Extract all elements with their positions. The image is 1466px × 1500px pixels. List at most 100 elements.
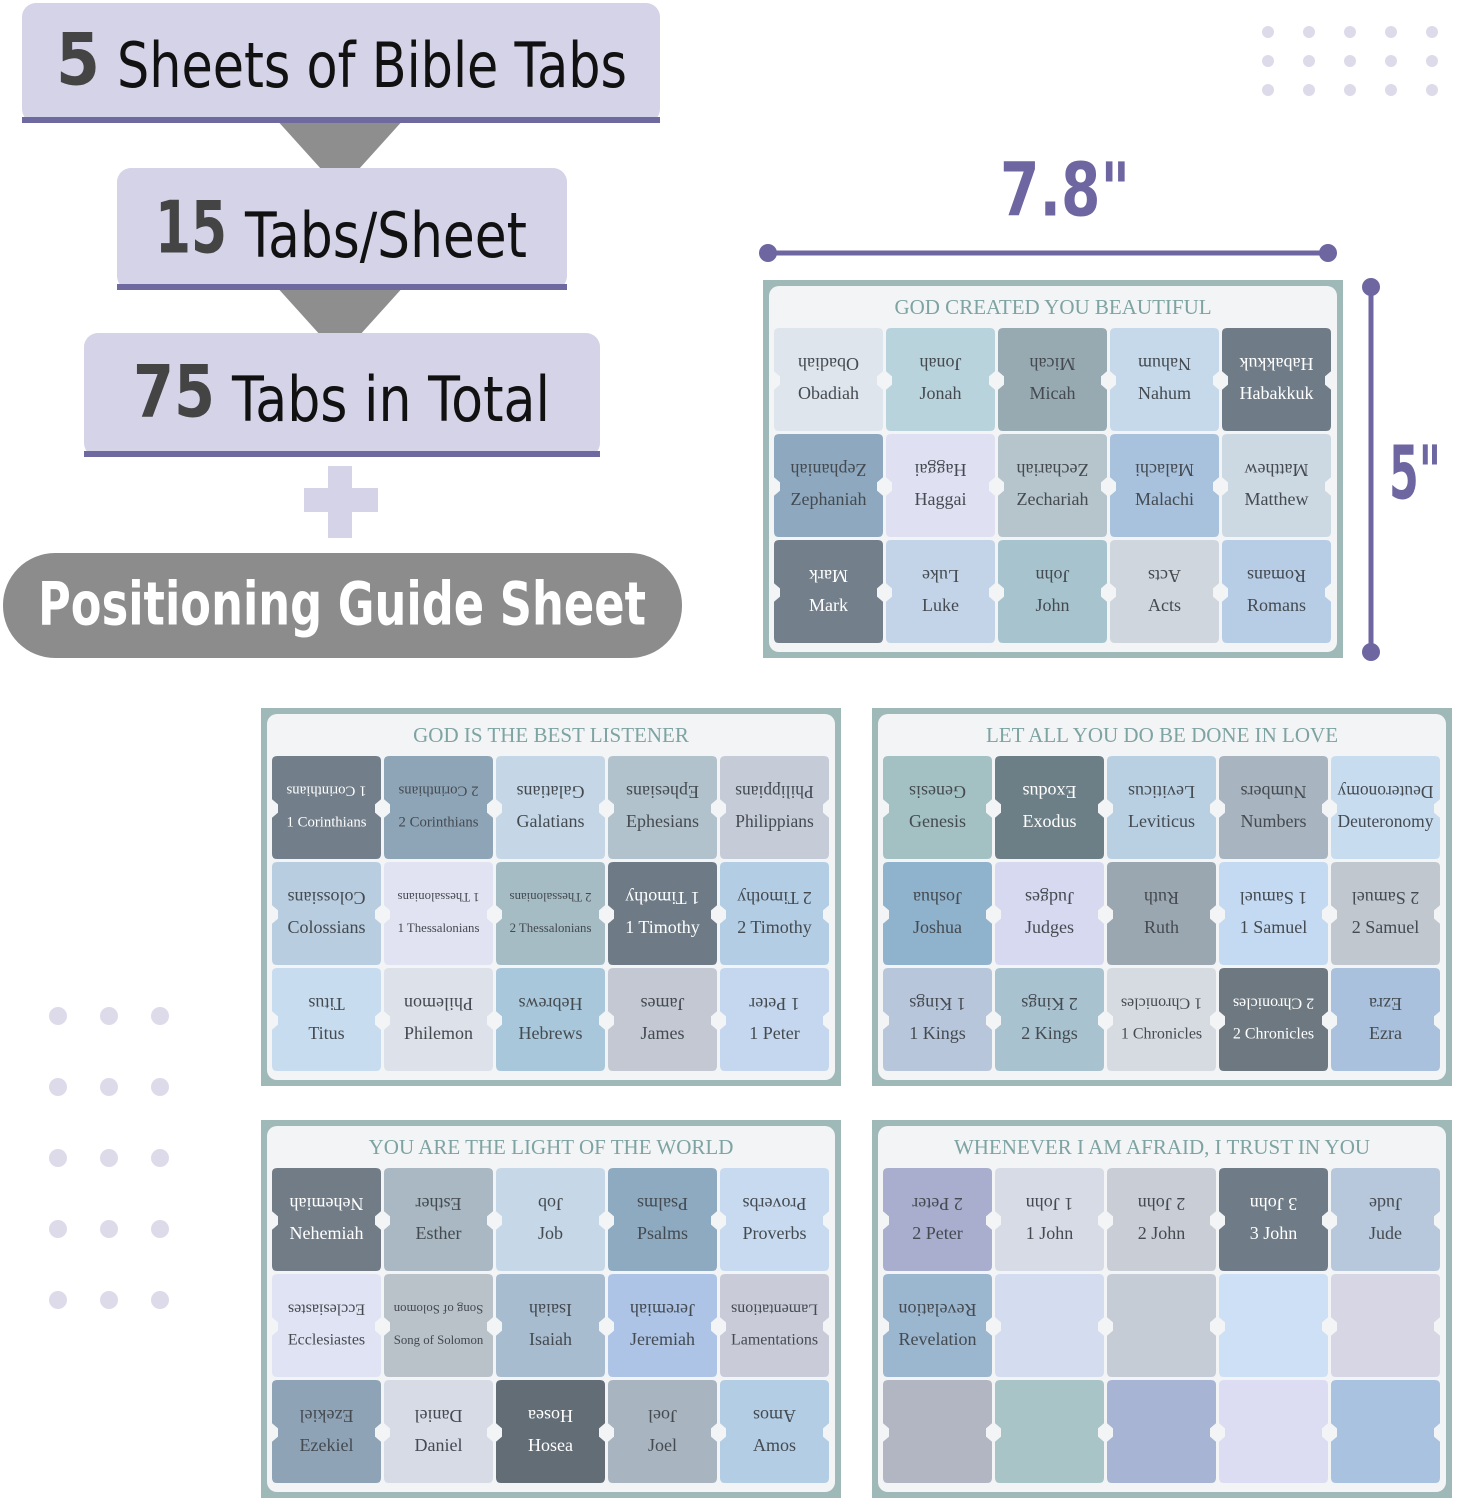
tab bbox=[998, 434, 1107, 537]
sheet-title: YOU ARE THE LIGHT OF THE WORLD bbox=[369, 1135, 734, 1159]
dot bbox=[151, 1291, 169, 1309]
tab-label-flipped: 1 Chronicles bbox=[1121, 994, 1202, 1011]
arrow bbox=[275, 285, 405, 357]
height-label: 5" bbox=[1389, 431, 1441, 517]
tab-label: Psalms bbox=[637, 1223, 688, 1243]
tab bbox=[1219, 968, 1328, 1071]
tab bbox=[384, 968, 493, 1071]
width-label: 7.8" bbox=[1000, 148, 1130, 234]
tab-label: James bbox=[641, 1023, 685, 1043]
tab-label-flipped: Deuteronomy bbox=[1337, 782, 1433, 802]
tab bbox=[998, 540, 1107, 643]
tab bbox=[608, 756, 717, 859]
tab-label-flipped: James bbox=[641, 994, 685, 1014]
tab bbox=[384, 862, 493, 965]
tab bbox=[1331, 756, 1440, 859]
tab-label: Hosea bbox=[528, 1435, 573, 1455]
tab-label: Matthew bbox=[1245, 489, 1309, 509]
tab-label-flipped: Revelation bbox=[899, 1300, 977, 1320]
pill bbox=[3, 553, 682, 658]
tab-label: Philemon bbox=[404, 1023, 473, 1043]
tab-label-flipped: Genesis bbox=[909, 782, 966, 802]
dot bbox=[1344, 84, 1356, 96]
tab bbox=[272, 1168, 381, 1271]
tab bbox=[1219, 1168, 1328, 1271]
tab bbox=[720, 1380, 829, 1483]
tab bbox=[496, 968, 605, 1071]
tab-label: Colossians bbox=[287, 917, 365, 937]
tab bbox=[496, 1380, 605, 1483]
tab bbox=[384, 1380, 493, 1483]
tab bbox=[496, 756, 605, 859]
tab-label-flipped: Matthew bbox=[1245, 460, 1309, 480]
tab-label: 2 Chronicles bbox=[1233, 1026, 1314, 1043]
tab-label: Luke bbox=[922, 595, 959, 615]
banner-text: Sheets of Bible Tabs bbox=[117, 29, 627, 102]
tab bbox=[1331, 862, 1440, 965]
tab-label-flipped: Job bbox=[538, 1194, 563, 1214]
tab bbox=[608, 862, 717, 965]
tab-label-flipped: Amos bbox=[753, 1406, 796, 1426]
tab-label-flipped: Jude bbox=[1369, 1194, 1402, 1214]
tab-label-flipped: Psalms bbox=[637, 1194, 688, 1214]
dot bbox=[151, 1007, 169, 1025]
dimension-end bbox=[1319, 244, 1337, 262]
dot bbox=[1303, 55, 1315, 67]
tab-label-flipped: Hebrews bbox=[519, 994, 583, 1014]
tab-label: Esther bbox=[416, 1223, 462, 1243]
tab-label-flipped: Philippians bbox=[735, 782, 814, 802]
tab bbox=[883, 862, 992, 965]
tab-label-flipped: 1 John bbox=[1026, 1194, 1074, 1214]
tab bbox=[272, 756, 381, 859]
tab-label-flipped: Zephaniah bbox=[791, 460, 867, 480]
tab bbox=[995, 1168, 1104, 1271]
tab-label: Genesis bbox=[909, 811, 966, 831]
tab-label: Deuteronomy bbox=[1338, 811, 1434, 831]
tab bbox=[272, 1380, 381, 1483]
tab bbox=[720, 862, 829, 965]
tab bbox=[883, 968, 992, 1071]
tab-label-flipped: Titus bbox=[308, 994, 344, 1014]
tab-label: Galatians bbox=[517, 811, 585, 831]
tab bbox=[883, 756, 992, 859]
dot bbox=[49, 1007, 67, 1025]
tab bbox=[1110, 328, 1219, 431]
dimension-end bbox=[1362, 278, 1380, 296]
tab bbox=[886, 434, 995, 537]
tab-label: Mark bbox=[809, 595, 848, 615]
dot bbox=[49, 1291, 67, 1309]
tab bbox=[1107, 1380, 1216, 1483]
tab-label-flipped: Jeremiah bbox=[630, 1300, 695, 1320]
tab bbox=[384, 756, 493, 859]
tab-label-flipped: Acts bbox=[1148, 566, 1181, 586]
tab-label-flipped: Isaiah bbox=[529, 1300, 572, 1320]
dots bbox=[49, 26, 1438, 1309]
tab-label-flipped: Micah bbox=[1030, 354, 1076, 374]
tab-label: Philippians bbox=[735, 811, 814, 831]
tab-label: Romans bbox=[1247, 595, 1306, 615]
tab-label: 2 John bbox=[1138, 1223, 1186, 1243]
tab-label-flipped: 2 Samuel bbox=[1352, 888, 1420, 908]
sheet-title: GOD IS THE BEST LISTENER bbox=[413, 723, 689, 747]
tab-label-flipped: Joshua bbox=[913, 888, 962, 908]
dot bbox=[1262, 55, 1274, 67]
tab-label: 2 Timothy bbox=[737, 917, 812, 937]
dot bbox=[1262, 26, 1274, 38]
dot bbox=[49, 1149, 67, 1167]
tab-label-flipped: Lamentations bbox=[731, 1300, 818, 1317]
tab-label: Proverbs bbox=[743, 1223, 807, 1243]
tab bbox=[1107, 862, 1216, 965]
tab-label: Joshua bbox=[913, 917, 962, 937]
tab bbox=[774, 434, 883, 537]
tab bbox=[1110, 540, 1219, 643]
tab-label-flipped: Leviticus bbox=[1128, 782, 1195, 802]
tab-label-flipped: 2 Kings bbox=[1021, 994, 1078, 1014]
banner-underline bbox=[84, 451, 600, 457]
tab-label-flipped: 2 John bbox=[1138, 1194, 1186, 1214]
tab-label: Ezra bbox=[1369, 1023, 1402, 1043]
tab-label: 2 Peter bbox=[912, 1223, 962, 1243]
tab-label: Exodus bbox=[1023, 811, 1077, 831]
sheet-title: WHENEVER I AM AFRAID, I TRUST IN YOU bbox=[954, 1135, 1370, 1159]
